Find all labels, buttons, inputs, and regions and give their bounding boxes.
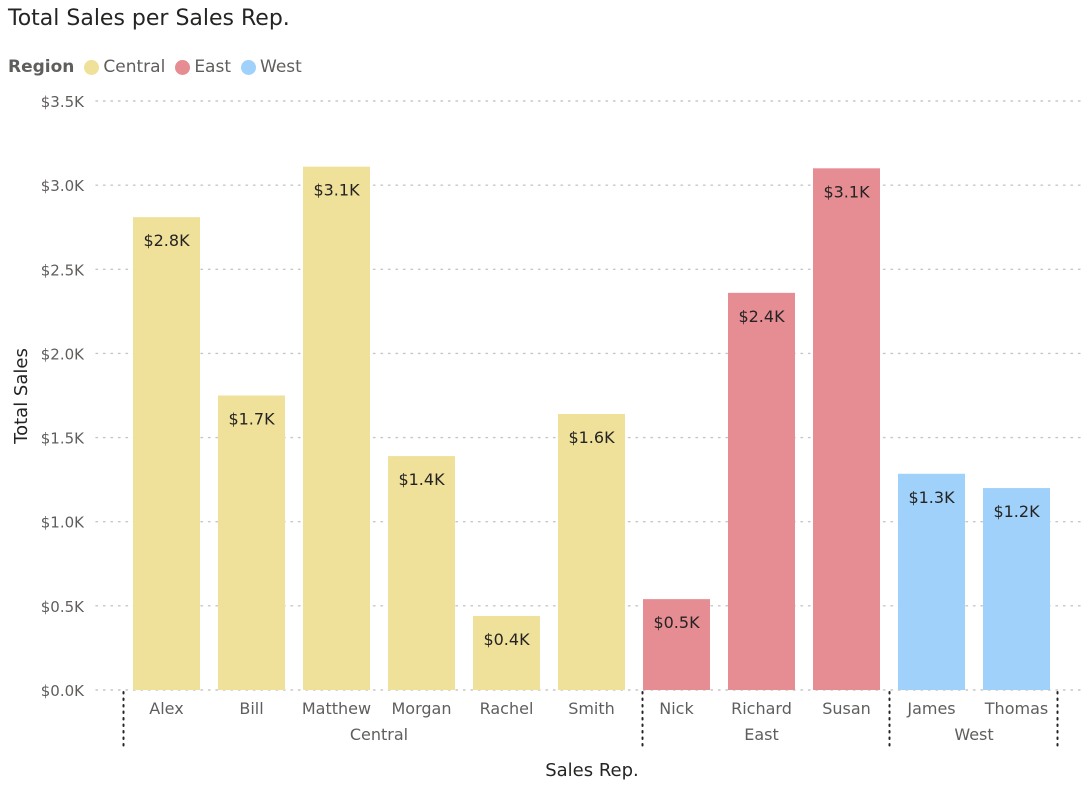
bar xyxy=(983,488,1050,690)
x-tick-label: James xyxy=(906,699,955,718)
bar xyxy=(728,292,795,690)
x-tick-label: Bill xyxy=(239,699,263,718)
legend-swatch-central xyxy=(84,59,100,75)
legend-label-west: West xyxy=(260,57,302,77)
bar xyxy=(558,414,625,690)
y-tick-label: $0.5K xyxy=(41,598,85,616)
data-label: $1.4K xyxy=(398,470,445,489)
x-tick-label: Smith xyxy=(568,699,615,718)
x-tick-label: Alex xyxy=(149,699,183,718)
x-tick-label: Rachel xyxy=(480,699,534,718)
bar xyxy=(813,168,880,691)
legend-item-central[interactable]: Central xyxy=(84,57,165,77)
x-axis-title: Sales Rep. xyxy=(545,760,639,781)
x-tick-label: Nick xyxy=(659,699,694,718)
y-tick-label: $0.0K xyxy=(41,682,85,700)
legend-item-east[interactable]: East xyxy=(175,57,231,77)
x-tick-label: Thomas xyxy=(984,699,1048,718)
bar xyxy=(643,599,710,690)
data-label: $1.7K xyxy=(228,410,275,429)
data-label: $3.1K xyxy=(313,181,360,200)
y-tick-label: $1.0K xyxy=(41,514,85,532)
legend-label-east: East xyxy=(194,57,231,77)
bar xyxy=(388,456,455,690)
legend-swatch-west xyxy=(241,59,256,75)
chart-title: Total Sales per Sales Rep. xyxy=(8,6,290,31)
legend-title: Region xyxy=(8,57,75,77)
x-tick-label: Morgan xyxy=(392,699,452,718)
x-tick-label: Matthew xyxy=(302,699,371,718)
y-tick-label: $3.5K xyxy=(41,93,85,111)
legend-swatch-east xyxy=(175,59,191,75)
data-label: $0.5K xyxy=(653,613,700,632)
legend: Region Central East West xyxy=(8,56,312,78)
y-axis-title: Total Sales xyxy=(11,348,32,445)
y-tick-label: $2.0K xyxy=(41,345,85,363)
x-tick-label: Susan xyxy=(822,699,871,718)
y-tick-label: $3.0K xyxy=(41,177,85,195)
bar xyxy=(218,395,285,690)
group-label: East xyxy=(744,725,779,744)
x-tick-label: Richard xyxy=(731,699,792,718)
data-label: $2.8K xyxy=(143,231,190,250)
group-label: Central xyxy=(350,725,408,744)
data-label: $2.4K xyxy=(738,307,785,326)
y-tick-label: $2.5K xyxy=(41,261,85,279)
bar xyxy=(133,217,200,691)
data-label: $1.2K xyxy=(993,502,1040,521)
y-tick-label: $1.5K xyxy=(41,430,85,448)
data-label: $0.4K xyxy=(483,630,530,649)
group-label: West xyxy=(954,725,993,744)
legend-item-west[interactable]: West xyxy=(241,57,302,77)
data-label: $1.3K xyxy=(908,488,955,507)
bar xyxy=(303,166,370,691)
data-label: $3.1K xyxy=(823,182,870,201)
legend-label-central: Central xyxy=(103,57,166,77)
bar xyxy=(898,473,965,690)
data-label: $1.6K xyxy=(568,428,615,447)
bar xyxy=(473,615,540,690)
